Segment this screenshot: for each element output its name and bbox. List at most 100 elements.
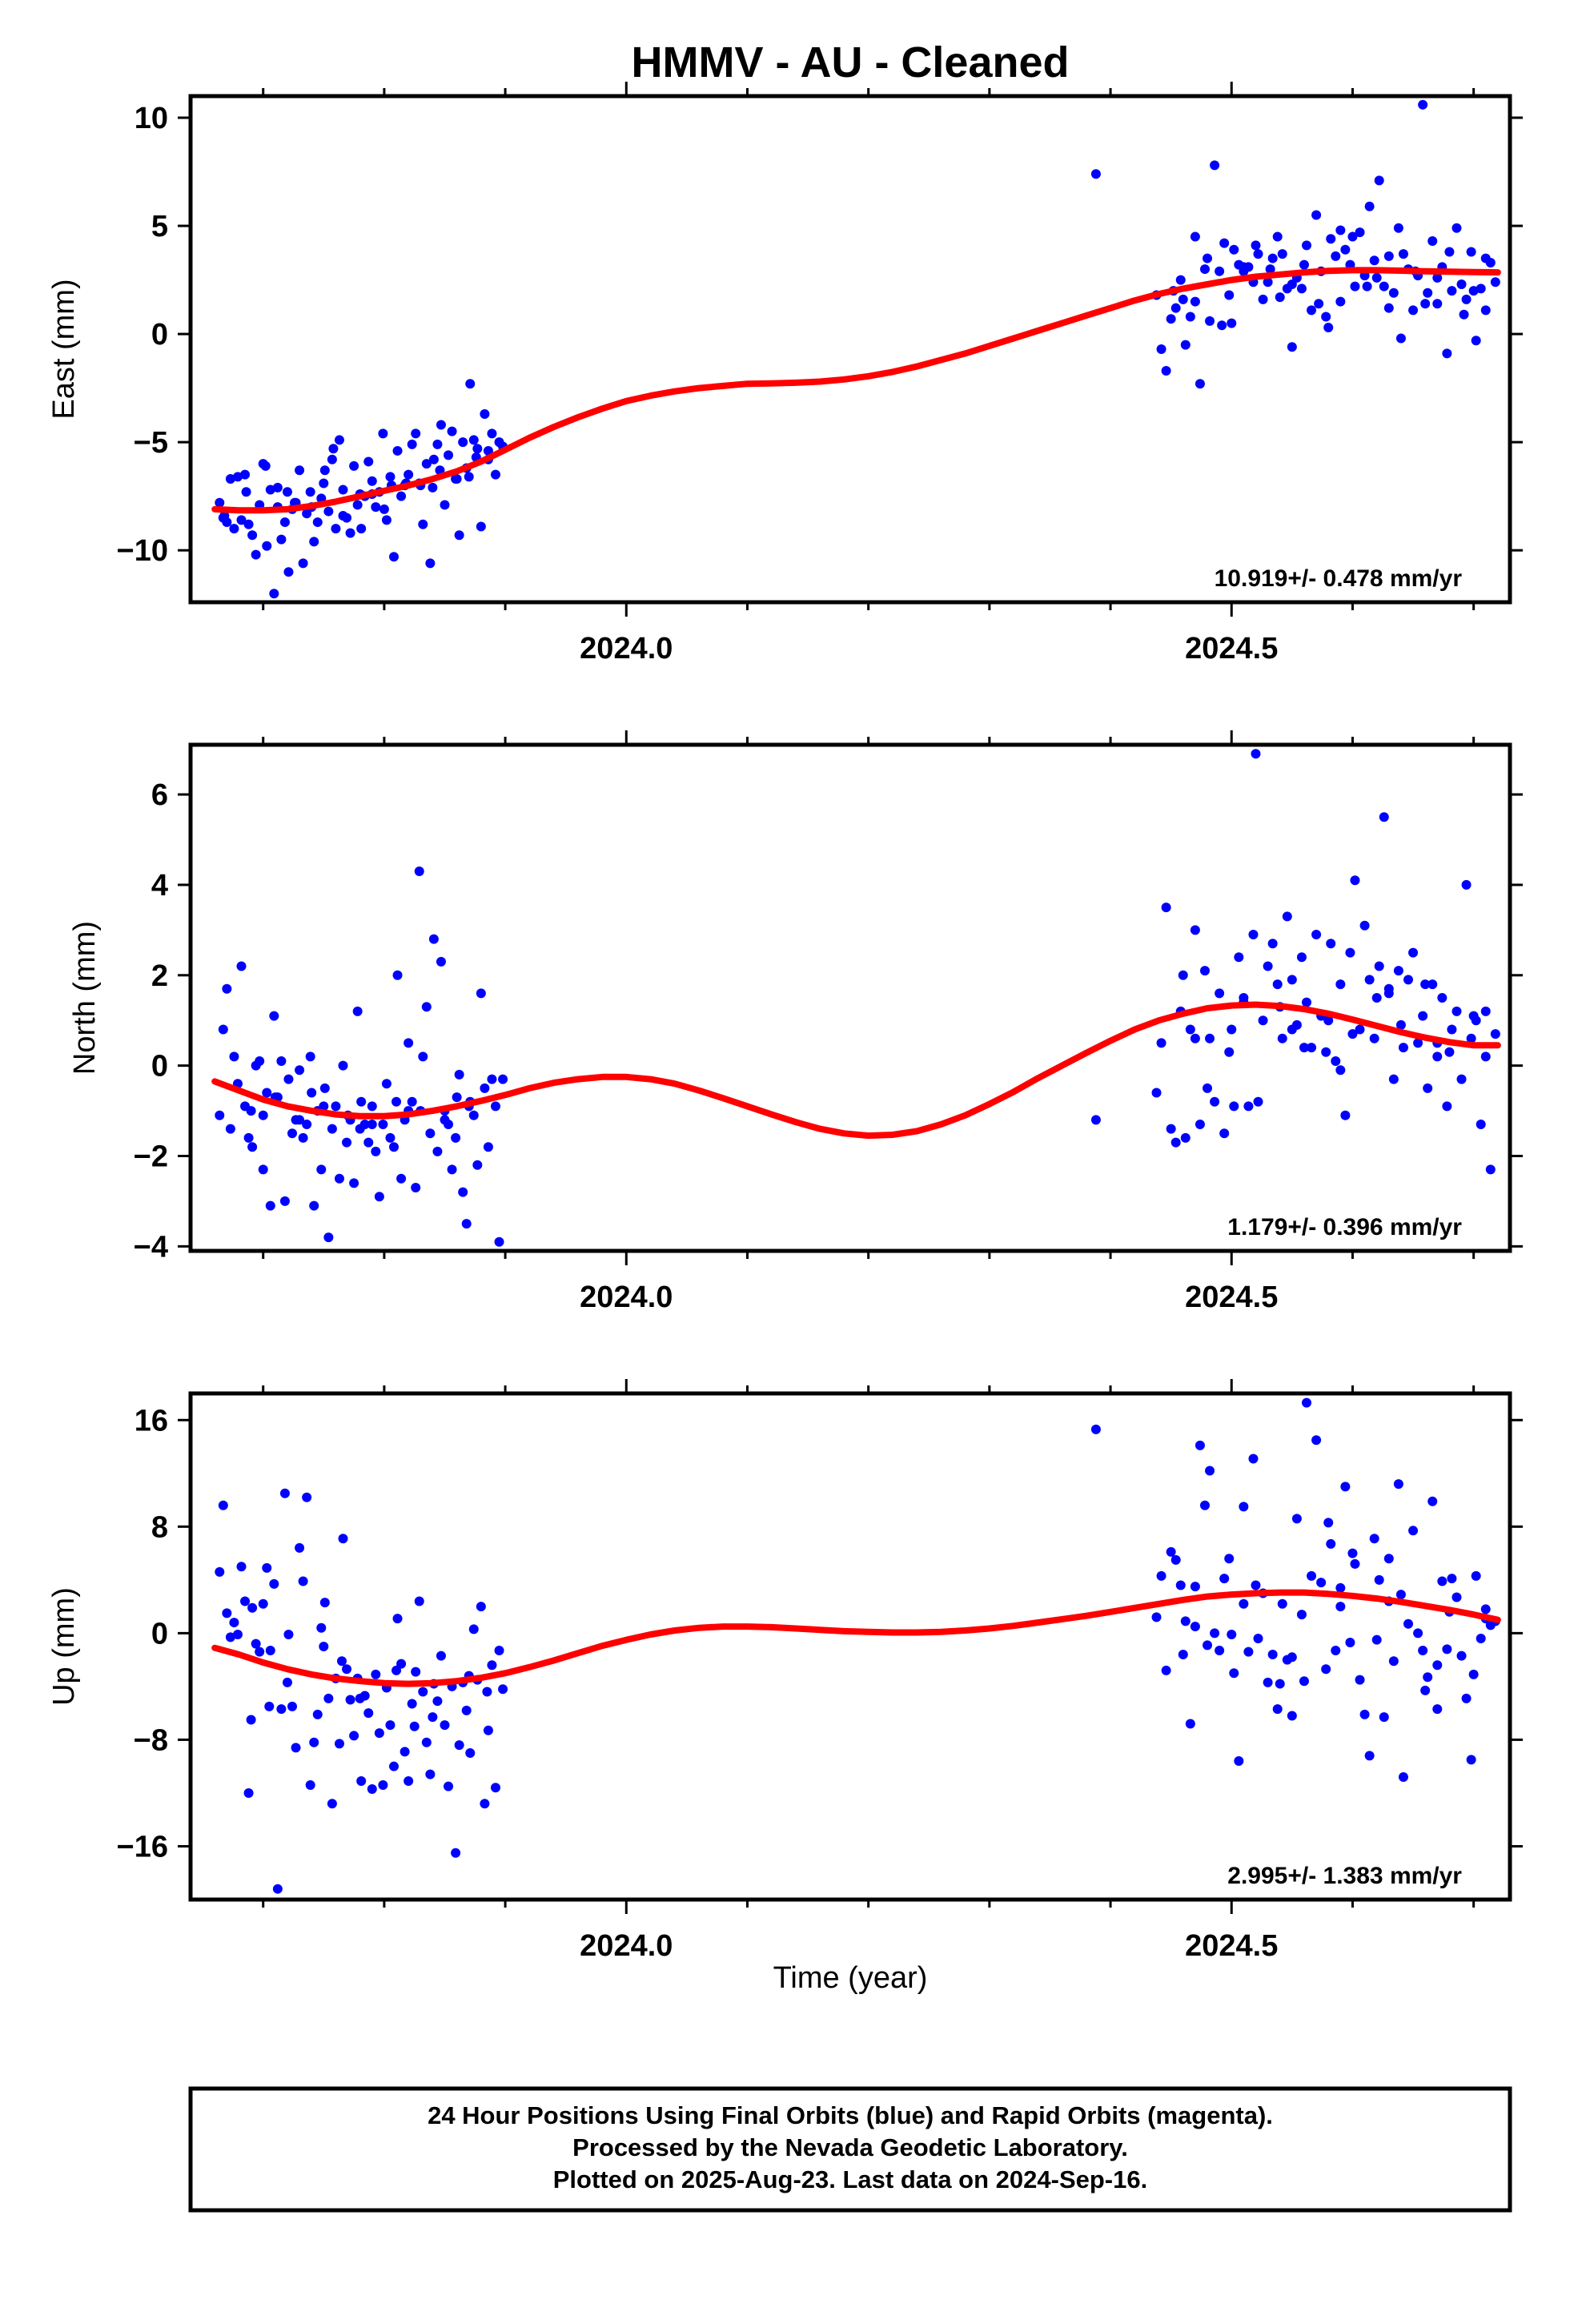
data-point xyxy=(483,445,493,456)
data-point xyxy=(385,1132,396,1143)
data-point xyxy=(1364,1751,1375,1761)
data-point xyxy=(367,1101,377,1112)
data-point xyxy=(1203,253,1213,263)
data-point xyxy=(1321,1664,1331,1675)
data-point xyxy=(1432,272,1443,283)
data-point xyxy=(1364,975,1375,985)
data-point xyxy=(494,1236,504,1247)
data-point xyxy=(1301,1397,1311,1408)
data-point xyxy=(319,1101,329,1112)
data-point xyxy=(1090,1424,1101,1434)
y-tick-label: 2 xyxy=(151,959,168,993)
data-point xyxy=(1461,1693,1472,1703)
data-point xyxy=(465,1748,476,1759)
data-point xyxy=(218,1024,228,1035)
data-point xyxy=(385,1720,396,1731)
data-point xyxy=(432,439,443,449)
data-point xyxy=(451,1132,461,1143)
data-point xyxy=(305,487,315,497)
x-tick-label: 2024.5 xyxy=(1185,1281,1278,1314)
data-point xyxy=(1311,210,1322,220)
data-point xyxy=(276,1704,287,1715)
data-point xyxy=(1408,305,1419,316)
data-point xyxy=(1418,99,1428,110)
data-point xyxy=(1468,1011,1479,1021)
data-point xyxy=(367,1783,377,1794)
data-point xyxy=(276,1056,287,1066)
data-point xyxy=(1203,1083,1213,1093)
data-point xyxy=(1277,1598,1287,1609)
y-tick-label: −16 xyxy=(117,1830,168,1864)
data-point xyxy=(327,454,337,464)
data-point xyxy=(215,1110,225,1120)
data-point xyxy=(1251,749,1261,759)
data-point xyxy=(1263,961,1273,971)
data-point xyxy=(1299,259,1309,270)
data-point xyxy=(1369,255,1379,266)
data-point xyxy=(1340,1110,1351,1120)
footer-line-1: 24 Hour Positions Using Final Orbits (bl… xyxy=(428,2101,1273,2129)
data-point xyxy=(458,1187,468,1197)
data-point xyxy=(1234,952,1244,963)
data-point xyxy=(1180,1616,1191,1626)
data-point xyxy=(451,1848,461,1858)
data-point xyxy=(338,485,348,495)
data-point xyxy=(219,510,230,521)
data-point xyxy=(1219,1574,1230,1584)
data-point xyxy=(1227,1024,1237,1035)
data-point xyxy=(1263,1677,1273,1687)
data-point xyxy=(1248,930,1259,939)
data-point xyxy=(1444,247,1455,257)
x-axis-label: Time (year) xyxy=(773,1961,928,1995)
data-point xyxy=(1326,234,1336,244)
data-point xyxy=(1180,1132,1191,1143)
data-point xyxy=(1395,1019,1406,1030)
data-point xyxy=(1175,275,1186,285)
data-point xyxy=(374,1192,384,1202)
data-point xyxy=(381,1079,391,1089)
data-point xyxy=(1215,266,1225,276)
data-point xyxy=(1227,1630,1237,1640)
data-point xyxy=(251,549,261,560)
data-point xyxy=(334,435,344,445)
data-point xyxy=(1301,997,1311,1007)
data-point xyxy=(1466,1033,1476,1043)
y-tick-label: 5 xyxy=(151,210,168,243)
data-point xyxy=(1408,1526,1419,1536)
data-point xyxy=(316,1622,327,1633)
data-point xyxy=(1420,979,1431,990)
data-point xyxy=(1374,961,1384,971)
y-tick-label: −5 xyxy=(134,426,168,460)
data-point xyxy=(243,519,254,529)
data-point xyxy=(1316,1578,1327,1588)
data-point xyxy=(1287,1711,1297,1721)
data-point xyxy=(1452,1592,1462,1602)
data-points xyxy=(215,1397,1500,1894)
data-point xyxy=(1490,277,1500,287)
data-point xyxy=(418,1687,428,1697)
data-point xyxy=(246,1715,256,1725)
data-point xyxy=(1161,1665,1171,1675)
data-point xyxy=(1331,1645,1341,1655)
data-point xyxy=(440,500,450,510)
data-point xyxy=(1420,1685,1431,1695)
data-point xyxy=(436,956,446,967)
data-point xyxy=(1347,1029,1358,1039)
data-point xyxy=(1345,947,1355,958)
data-point xyxy=(1253,1634,1263,1644)
data-point xyxy=(465,379,476,389)
data-point xyxy=(1314,299,1324,309)
data-point xyxy=(1466,247,1476,257)
data-point xyxy=(1476,1120,1486,1129)
data-point xyxy=(243,1787,254,1798)
data-point xyxy=(1199,264,1210,275)
data-point xyxy=(1383,988,1394,999)
data-point xyxy=(1287,279,1297,289)
data-point xyxy=(1170,1554,1181,1565)
data-point xyxy=(476,988,486,999)
data-point xyxy=(1307,305,1317,316)
y-tick-label: 10 xyxy=(135,102,168,135)
y-tick-label: 16 xyxy=(135,1404,168,1437)
data-point xyxy=(279,1488,290,1498)
